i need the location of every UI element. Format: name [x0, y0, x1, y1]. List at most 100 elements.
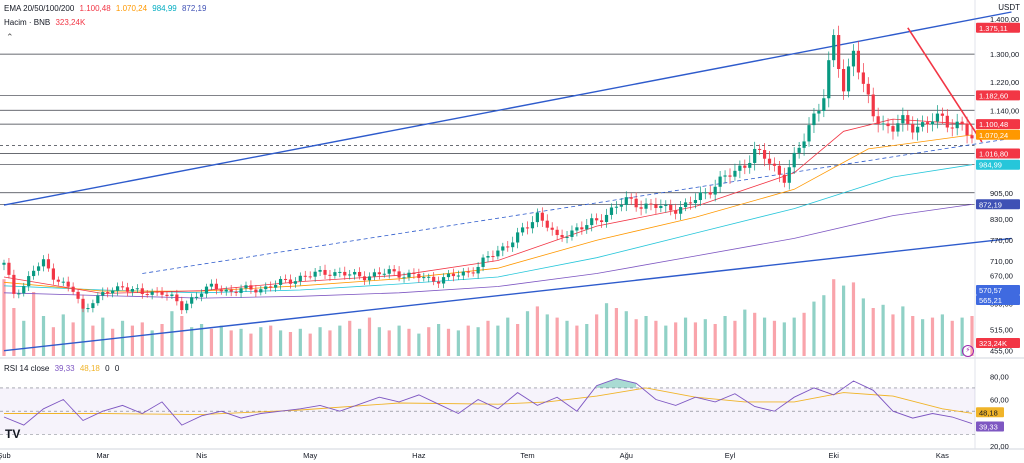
- volume-bar: [318, 327, 322, 356]
- volume-bar: [713, 324, 717, 356]
- volume-bar: [170, 311, 174, 356]
- candle: [609, 207, 614, 215]
- candle: [753, 148, 757, 163]
- candle: [111, 290, 115, 294]
- volume-badge-label: 570,57: [979, 286, 1002, 295]
- candle: [353, 271, 357, 275]
- volume-bar: [911, 316, 915, 356]
- candle: [150, 291, 154, 295]
- candle: [930, 121, 935, 125]
- candle: [703, 192, 707, 194]
- volume-bar: [861, 298, 865, 356]
- candle: [466, 271, 470, 273]
- rsi-tick-label: 60,00: [990, 396, 1009, 405]
- candle: [733, 170, 737, 177]
- rsi-line: [3, 378, 973, 426]
- month-label: Tem: [520, 451, 534, 460]
- rsi-legend[interactable]: RSI 14 close 39,33 48,18 0 0: [4, 364, 122, 373]
- volume-bar: [51, 327, 55, 356]
- price-tick-label: 515,00: [990, 326, 1013, 335]
- volume-bar: [703, 319, 707, 356]
- candle: [777, 165, 781, 175]
- volume-bar: [22, 320, 26, 356]
- candle: [950, 127, 954, 129]
- candle: [965, 123, 969, 136]
- volume-bar: [229, 330, 233, 356]
- candle: [901, 115, 905, 124]
- candle: [2, 262, 6, 265]
- candle: [175, 294, 179, 302]
- candle: [881, 123, 885, 125]
- volume-bar: [219, 325, 223, 356]
- price-badge: [976, 22, 1020, 33]
- volume-bar: [950, 320, 954, 356]
- candle: [343, 271, 347, 276]
- candle: [713, 186, 717, 195]
- volume-bar: [565, 320, 569, 356]
- rsi-tick-label: 20,00: [990, 442, 1009, 451]
- candle: [372, 272, 377, 277]
- candle: [140, 288, 144, 295]
- volume-bar: [71, 322, 75, 356]
- candle: [767, 158, 772, 164]
- candle: [619, 204, 623, 207]
- volume-badge-label: 565,21: [979, 296, 1002, 305]
- volume-bar: [496, 325, 500, 356]
- volume-bar: [575, 325, 579, 356]
- price-badge-label: 872,19: [979, 200, 1002, 209]
- candle: [214, 283, 218, 290]
- volume-legend[interactable]: Hacim · BNB 323,24K: [4, 18, 88, 27]
- volume-bar: [516, 324, 520, 356]
- volume-bar: [180, 316, 184, 356]
- candle: [195, 296, 199, 298]
- price-badge: [976, 148, 1020, 159]
- candle: [802, 141, 806, 148]
- candle: [338, 271, 342, 273]
- candle: [851, 50, 856, 67]
- candle: [664, 204, 668, 206]
- candle: [955, 121, 959, 129]
- candle: [190, 297, 194, 304]
- volume-bar: [160, 324, 164, 356]
- candle: [259, 289, 263, 293]
- candle: [925, 122, 930, 125]
- candle: [590, 218, 594, 226]
- candle: [333, 272, 337, 276]
- rsi-ma-line: [4, 387, 973, 416]
- candle: [659, 205, 663, 208]
- candle: [81, 298, 85, 309]
- collapse-chevron-icon[interactable]: ⌃: [6, 32, 14, 42]
- candle: [101, 292, 105, 296]
- candle: [683, 202, 688, 208]
- candle: [106, 292, 110, 294]
- lightning-icon[interactable]: ⚡: [962, 345, 974, 357]
- month-label: Kas: [936, 451, 949, 460]
- candle: [748, 162, 752, 168]
- candle: [540, 212, 544, 221]
- candle: [560, 235, 564, 238]
- candle: [688, 202, 693, 204]
- ema-legend[interactable]: EMA 20/50/100/200 1.100,48 1.070,24 984,…: [4, 4, 209, 13]
- candle: [595, 218, 599, 221]
- price-tick-label: 1.220,00: [990, 78, 1019, 87]
- rsi-badge-label: 48,18: [979, 408, 998, 417]
- candle: [693, 200, 698, 204]
- ema100-value: 984,99: [152, 4, 177, 13]
- candle: [12, 274, 16, 294]
- volume-bar: [437, 324, 441, 356]
- candle: [407, 272, 411, 278]
- volume-bar: [832, 279, 836, 356]
- rsi-badge: [976, 407, 1004, 418]
- candle: [130, 289, 135, 292]
- volume-badge: [976, 338, 1020, 348]
- volume-bar: [822, 295, 826, 356]
- currency-label[interactable]: USDT: [998, 3, 1020, 12]
- candle: [328, 274, 332, 276]
- candle: [516, 232, 520, 243]
- candle: [357, 271, 362, 277]
- candle: [496, 250, 500, 257]
- volume-bar: [456, 330, 460, 356]
- candle: [278, 278, 283, 285]
